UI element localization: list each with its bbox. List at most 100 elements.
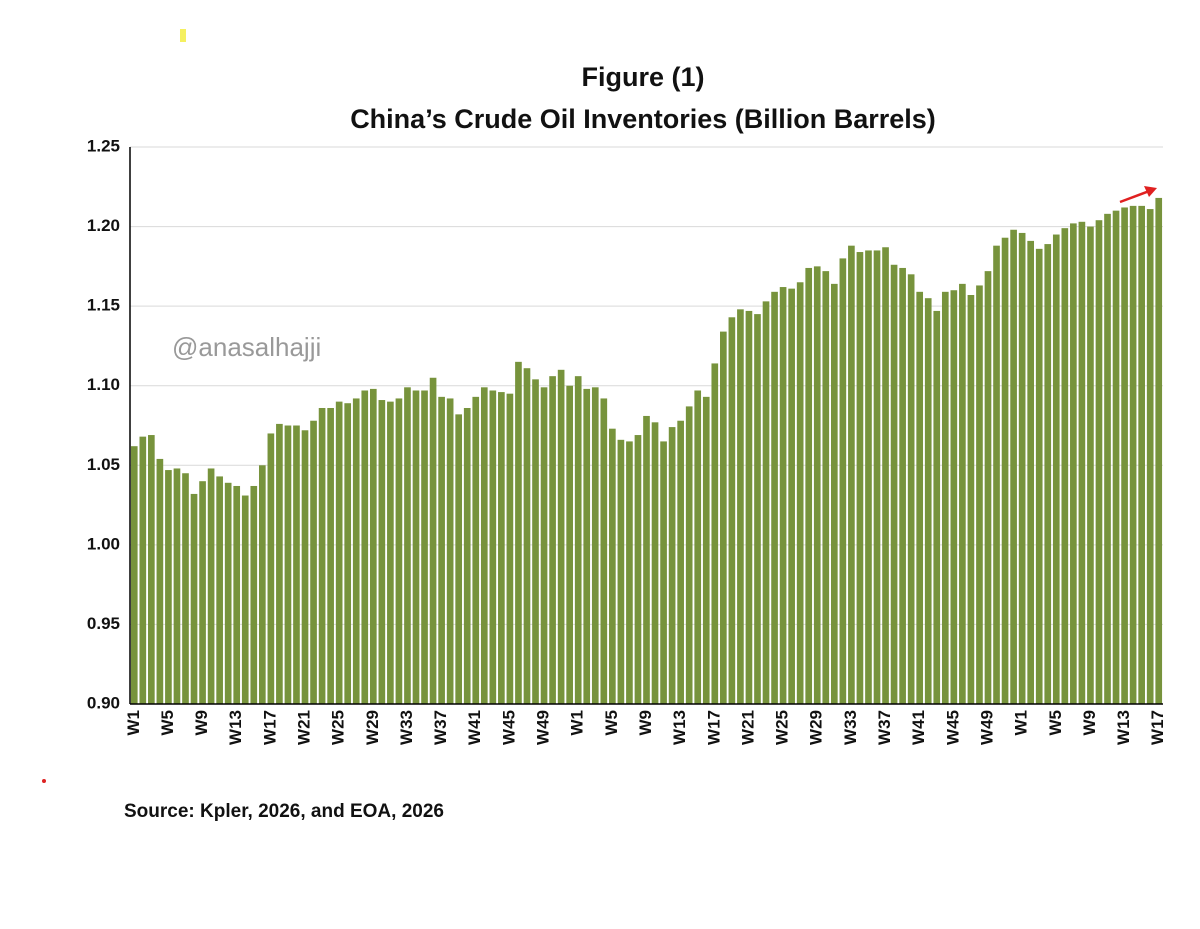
x-tick-label: W13 — [1114, 710, 1133, 745]
bar — [173, 468, 181, 704]
watermark: @anasalhajji — [172, 332, 321, 362]
bar — [429, 377, 437, 704]
x-tick-label: W13 — [670, 710, 689, 745]
bar — [1078, 221, 1086, 704]
bar — [677, 420, 684, 704]
bar — [182, 473, 189, 704]
x-tick-label: W37 — [431, 710, 450, 745]
bar — [310, 420, 317, 704]
bar — [293, 425, 300, 704]
bar — [813, 266, 821, 704]
chart-title: China’s Crude Oil Inventories (Billion B… — [350, 104, 936, 134]
bar — [241, 495, 249, 704]
bar — [378, 400, 386, 704]
bar — [762, 301, 770, 704]
x-tick-label: W1 — [568, 710, 587, 736]
bar — [626, 441, 633, 704]
bar — [745, 310, 753, 704]
bar — [130, 446, 138, 704]
x-tick-label: W21 — [738, 710, 757, 745]
bar — [566, 385, 573, 704]
bar — [924, 298, 932, 704]
bar — [634, 435, 642, 704]
bar — [694, 390, 702, 704]
bar — [1129, 205, 1137, 704]
bar — [805, 267, 813, 704]
bar — [1010, 229, 1017, 705]
y-tick-label: 1.15 — [87, 296, 120, 315]
y-tick-label: 1.20 — [87, 216, 120, 235]
y-tick-label: 1.25 — [87, 136, 120, 155]
bar — [361, 390, 369, 704]
bar — [967, 295, 975, 704]
bar — [250, 485, 258, 704]
bar — [549, 376, 556, 704]
x-tick-label: W29 — [807, 710, 826, 745]
x-tick-label: W5 — [158, 710, 177, 736]
arrow — [1119, 188, 1153, 204]
bar — [1104, 213, 1111, 704]
bar — [916, 291, 924, 704]
bar — [498, 392, 505, 704]
x-tick-label: W25 — [773, 710, 792, 745]
bar — [899, 267, 906, 704]
x-tick-label: W9 — [192, 710, 211, 736]
bar — [1095, 220, 1103, 704]
y-tick-label: 1.10 — [87, 375, 120, 394]
bar — [438, 396, 445, 704]
x-tick-label: W37 — [875, 710, 894, 745]
bar — [224, 482, 232, 704]
x-tick-label: W9 — [636, 710, 655, 736]
bar — [737, 309, 744, 704]
bar — [267, 433, 275, 704]
bar — [344, 403, 352, 704]
bar — [830, 283, 838, 704]
bar — [1121, 207, 1128, 704]
bar — [822, 271, 830, 704]
bar — [139, 436, 147, 704]
bar — [848, 245, 855, 704]
bar — [1146, 209, 1154, 704]
bar — [651, 422, 659, 704]
x-tick-label: W17 — [704, 710, 723, 745]
bar — [950, 290, 958, 704]
x-tick-label: W21 — [294, 710, 313, 745]
source: Source: Kpler, 2026, and EOA, 2026 — [124, 801, 444, 822]
bar — [335, 401, 343, 704]
x-tick-label: W49 — [977, 710, 996, 745]
arrow-head — [1144, 186, 1157, 197]
bar — [959, 283, 966, 704]
bar — [1035, 248, 1043, 704]
x-tick-label: W29 — [363, 710, 382, 745]
bar — [1087, 226, 1094, 705]
bar — [387, 401, 394, 704]
bar — [754, 314, 761, 704]
bar — [216, 476, 223, 704]
bar — [1155, 197, 1163, 704]
bar — [873, 250, 881, 704]
x-tick-label: W41 — [909, 710, 928, 745]
y-tick-label: 1.05 — [87, 455, 120, 474]
bar — [1138, 205, 1145, 704]
bar — [856, 252, 864, 704]
bar — [489, 390, 497, 704]
bar — [421, 390, 428, 704]
marker — [180, 29, 186, 42]
bar — [720, 331, 727, 704]
bar — [404, 387, 411, 704]
bar — [591, 387, 599, 704]
bar — [369, 388, 377, 704]
x-tick-label: W1 — [124, 710, 143, 736]
bar — [523, 368, 531, 704]
bar — [207, 468, 215, 704]
bar — [788, 288, 795, 704]
bar — [557, 369, 565, 704]
bar — [865, 250, 872, 704]
x-tick-label: W17 — [260, 710, 279, 745]
bar — [574, 376, 582, 704]
x-tick-label: W13 — [226, 710, 245, 745]
bar — [318, 407, 326, 704]
bar — [779, 287, 787, 704]
bar — [711, 363, 719, 704]
